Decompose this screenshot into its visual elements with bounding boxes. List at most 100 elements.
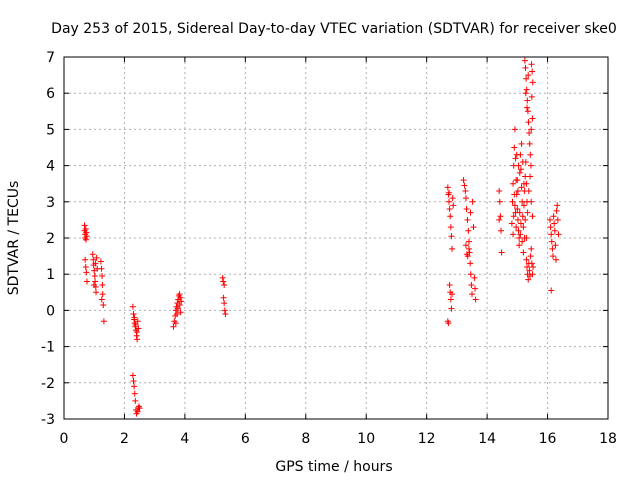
- data-point: [170, 323, 177, 330]
- y-tick-label: -1: [41, 340, 55, 356]
- data-point: [552, 242, 559, 249]
- data-point: [221, 282, 228, 289]
- data-point: [449, 291, 456, 298]
- data-point: [98, 296, 105, 303]
- data-point: [174, 305, 181, 312]
- data-point: [528, 198, 535, 205]
- data-point: [550, 213, 557, 220]
- data-point: [511, 126, 518, 133]
- y-tick-label: 0: [46, 303, 55, 319]
- data-point: [516, 242, 523, 249]
- y-tick-label: -2: [41, 376, 55, 392]
- plot-frame: [63, 56, 609, 420]
- data-point: [512, 155, 519, 162]
- data-point: [514, 206, 521, 213]
- data-point: [524, 97, 531, 104]
- data-point: [461, 182, 468, 189]
- chart-title: Day 253 of 2015, Sidereal Day-to-day VTE…: [51, 21, 617, 37]
- x-tick-label: 14: [478, 431, 496, 447]
- data-point: [525, 276, 532, 283]
- x-axis-label: GPS time / hours: [275, 459, 392, 475]
- data-point: [527, 162, 534, 169]
- data-point: [553, 207, 560, 214]
- data-point: [132, 397, 139, 404]
- x-tick-label: 0: [60, 431, 69, 447]
- data-point: [465, 227, 472, 234]
- data-point: [554, 216, 561, 223]
- data-point: [520, 224, 527, 231]
- data-point: [527, 253, 534, 260]
- data-point: [517, 220, 524, 227]
- data-point: [134, 336, 141, 343]
- data-point: [467, 209, 474, 216]
- data-point: [496, 187, 503, 194]
- data-point: [513, 224, 520, 231]
- data-point: [528, 93, 535, 100]
- data-point: [460, 177, 467, 184]
- data-point: [221, 300, 228, 307]
- data-point: [449, 245, 456, 252]
- x-tick-label: 12: [418, 431, 436, 447]
- data-point: [523, 75, 530, 82]
- data-point: [548, 231, 555, 238]
- data-point: [527, 173, 534, 180]
- data-point: [521, 57, 528, 64]
- data-point: [136, 405, 143, 412]
- data-point: [520, 249, 527, 256]
- data-point: [472, 285, 479, 292]
- data-point: [525, 72, 532, 79]
- y-tick-label: 5: [46, 122, 55, 138]
- data-point: [91, 267, 98, 274]
- data-point: [220, 278, 227, 285]
- data-point: [514, 177, 521, 184]
- data-point: [134, 408, 141, 415]
- data-point: [498, 227, 505, 234]
- x-ticks: 0 2 4 6 8 10 12 14 16 18: [60, 57, 617, 447]
- data-point: [465, 238, 472, 245]
- data-point: [470, 224, 477, 231]
- data-point: [497, 213, 504, 220]
- data-point: [526, 130, 533, 137]
- data-point: [519, 238, 526, 245]
- y-ticks: -3 -2 -1 0 1 2 3 4 5 6 7: [41, 50, 608, 428]
- y-tick-label: -3: [41, 412, 55, 428]
- x-tick-label: 6: [241, 431, 250, 447]
- data-point: [512, 209, 519, 216]
- data-point: [81, 222, 88, 229]
- data-point: [525, 119, 532, 126]
- data-point: [222, 311, 229, 318]
- data-point: [496, 216, 503, 223]
- data-point: [522, 216, 529, 223]
- data-point: [447, 296, 454, 303]
- data-point: [100, 318, 107, 325]
- data-point: [450, 202, 457, 209]
- data-point: [130, 377, 137, 384]
- data-point: [172, 320, 179, 327]
- data-point: [547, 224, 554, 231]
- data-point: [529, 68, 536, 75]
- data-point: [511, 202, 518, 209]
- data-point: [516, 169, 523, 176]
- data-point: [465, 245, 472, 252]
- data-point: [530, 263, 537, 270]
- data-point: [129, 303, 136, 310]
- data-point: [551, 220, 558, 227]
- data-point: [549, 253, 556, 260]
- data-point: [546, 216, 553, 223]
- data-point: [462, 187, 469, 194]
- data-point: [99, 282, 106, 289]
- data-point: [131, 383, 138, 390]
- data-point: [92, 260, 99, 267]
- data-point: [444, 184, 451, 191]
- data-point: [83, 269, 90, 276]
- data-point: [221, 307, 228, 314]
- data-point: [471, 274, 478, 281]
- data-point: [177, 294, 184, 301]
- data-point: [89, 251, 96, 258]
- data-point: [446, 282, 453, 289]
- data-point: [515, 162, 522, 169]
- data-point: [90, 256, 97, 263]
- data-point: [508, 220, 515, 227]
- data-point: [131, 390, 138, 397]
- y-tick-label: 1: [46, 267, 55, 283]
